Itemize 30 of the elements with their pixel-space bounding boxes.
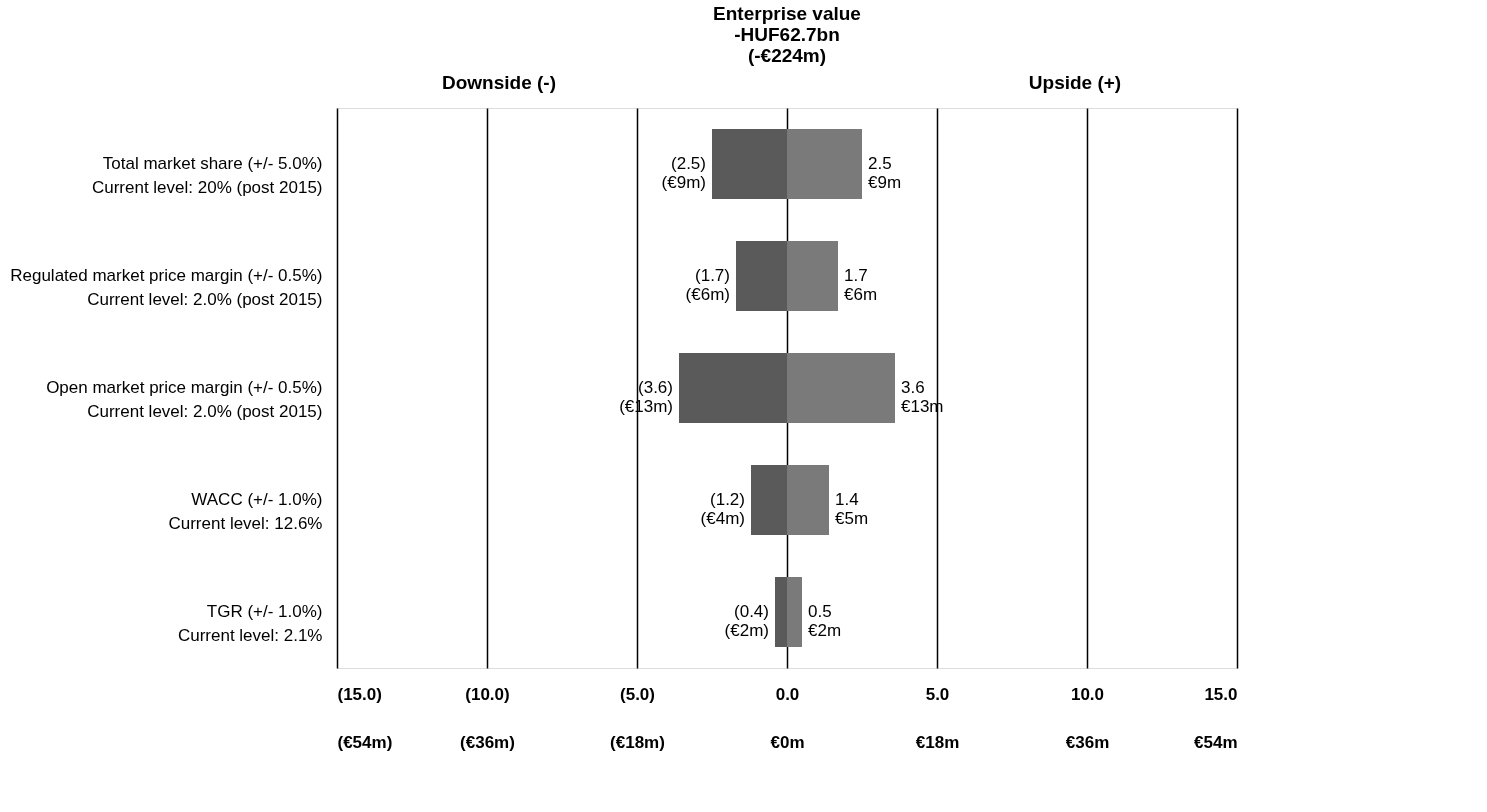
data-label: 0.5 €2m xyxy=(808,602,842,640)
x-tick-label: 15.0 xyxy=(1204,684,1238,704)
x-tick-label: (10.0) xyxy=(465,684,510,704)
x-tick-label: 5.0 xyxy=(925,684,950,704)
data-label: (1.7) (€6m) xyxy=(685,266,730,304)
x2-tick-label: €18m xyxy=(915,732,960,752)
x2-tick-label: €0m xyxy=(770,732,805,752)
x2-tick-label: €54m xyxy=(1194,732,1238,752)
x2-tick-label: (€18m) xyxy=(610,732,665,752)
x2-tick-label: (€36m) xyxy=(460,732,515,752)
data-label: 2.5 €9m xyxy=(868,154,902,192)
x2-tick-label: €36m xyxy=(1065,732,1110,752)
y-tick-label: Open market price margin (+/- 0.5%) Current level: 2.0% (post 2015) xyxy=(46,378,323,421)
x-tick-label: (15.0) xyxy=(337,684,382,704)
data-label: (1.2) (€4m) xyxy=(700,490,745,528)
data-label: (2.5) (€9m) xyxy=(661,154,706,192)
y-tick-label: TGR (+/- 1.0%) Current level: 2.1% xyxy=(177,602,323,645)
chart-title: Enterprise value -HUF62.7bn (-€224m) xyxy=(713,3,861,66)
y-tick-label: Total market share (+/- 5.0%) Current level: 20% (post 2015) xyxy=(91,154,323,197)
text: Upside (+) xyxy=(1028,72,1122,93)
data-label: 1.7 €6m xyxy=(844,266,878,304)
data-label: 1.4 €5m xyxy=(835,490,869,528)
x2-tick-label: (€54m) xyxy=(337,732,393,752)
x-tick-label: 0.0 xyxy=(775,684,800,704)
x-tick-label: 10.0 xyxy=(1070,684,1105,704)
x-tick-label: (5.0) xyxy=(620,684,655,704)
text: Downside (-) xyxy=(442,72,556,93)
y-tick-label: WACC (+/- 1.0%) Current level: 12.6% xyxy=(168,490,323,533)
data-label: (0.4) (€2m) xyxy=(724,602,769,640)
y-tick-label: Regulated market price margin (+/- 0.5%) Current level: 2.0% (post 2015) xyxy=(10,266,323,309)
